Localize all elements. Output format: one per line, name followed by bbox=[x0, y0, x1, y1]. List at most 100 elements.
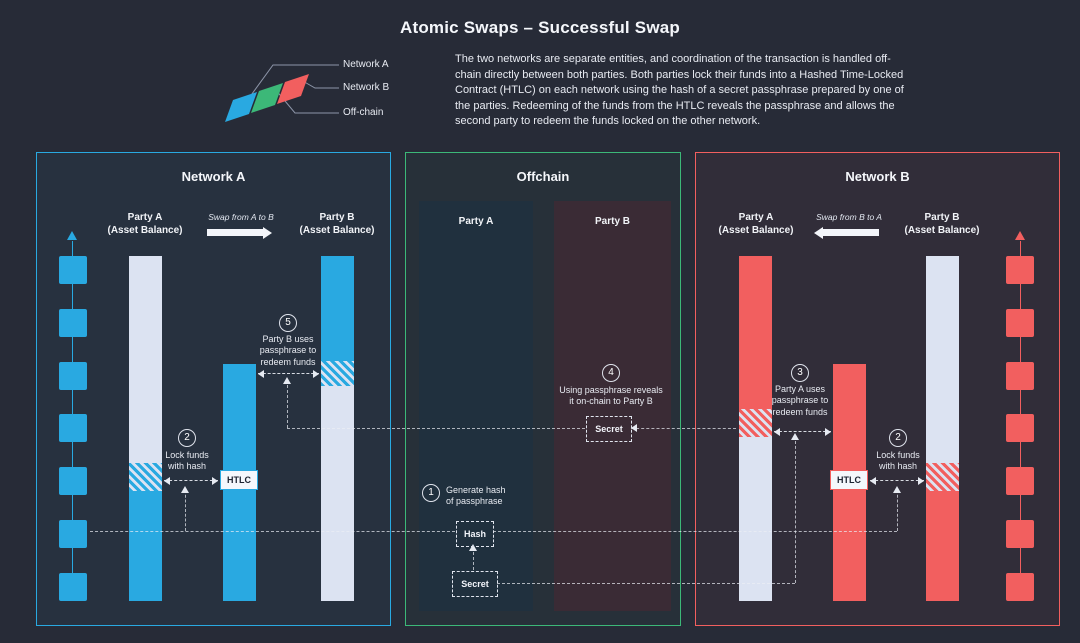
legend-label-network-b: Network B bbox=[343, 82, 390, 93]
legend-line-network-a bbox=[248, 64, 339, 99]
redeemed-amount-hatch-a bbox=[321, 361, 354, 386]
network-b-title: Network B bbox=[845, 169, 910, 184]
offchain-party-a-label: Party A bbox=[458, 216, 494, 227]
legend-line-network-b bbox=[300, 79, 339, 89]
step-4-marker: 4 bbox=[602, 364, 620, 382]
locked-amount-hatch-b bbox=[926, 463, 959, 491]
step-2a-marker: 2 bbox=[178, 429, 196, 447]
reveal-connector-right bbox=[631, 428, 736, 429]
legend: Network A Network B Off-chain bbox=[215, 50, 425, 132]
step-3-note: Party A uses passphrase to redeem funds bbox=[771, 384, 829, 417]
party-b-balance-top-a bbox=[321, 256, 354, 361]
blockchain-b bbox=[1006, 256, 1034, 601]
party-a-balance-bar-a bbox=[129, 256, 162, 601]
arrowhead bbox=[212, 477, 218, 485]
page-title: Atomic Swaps – Successful Swap bbox=[400, 18, 680, 37]
network-a-party-b-label: Party B (Asset Balance) bbox=[299, 212, 375, 236]
step-4-note: Using passphrase reveals it on-chain to … bbox=[559, 385, 663, 407]
arrowhead bbox=[631, 424, 637, 432]
secret-connector bbox=[497, 583, 795, 584]
network-b-swap-label: Swap from B to A bbox=[816, 212, 882, 222]
party-a-remaining-balance-a bbox=[129, 491, 162, 601]
secret-to-redeem-b-connector bbox=[795, 436, 796, 583]
chain-block bbox=[59, 308, 87, 337]
description-text: The two networks are separate entities, … bbox=[455, 53, 904, 128]
arrowhead bbox=[469, 544, 477, 551]
redeem-funds-arrow-a bbox=[258, 370, 319, 378]
chain-block bbox=[59, 361, 87, 390]
chain-block bbox=[1006, 256, 1034, 284]
legend-swatch-network-a bbox=[225, 92, 257, 122]
arrowhead bbox=[825, 428, 831, 436]
lock-funds-arrow-a bbox=[164, 477, 218, 485]
hash-to-lock-a-connector bbox=[185, 490, 186, 531]
network-b-party-a-label: Party A (Asset Balance) bbox=[718, 212, 794, 236]
offchain-party-b-column bbox=[554, 201, 671, 611]
redeemed-amount-hatch-b bbox=[739, 409, 772, 437]
offchain-title: Offchain bbox=[516, 169, 570, 184]
panel-network-b: Network B Party A (Asset Balance) Swap f… bbox=[695, 152, 1060, 626]
legend-label-network-a: Network A bbox=[343, 59, 389, 70]
network-a-swap-label: Swap from A to B bbox=[208, 212, 274, 222]
party-a-balance-top-b bbox=[739, 256, 772, 409]
arrowhead bbox=[283, 377, 291, 384]
htlc-box-a: HTLC bbox=[220, 470, 258, 490]
step-1-note: Generate hash of passphrase bbox=[446, 485, 506, 507]
chain-block bbox=[59, 467, 87, 496]
arrow-head-left-icon bbox=[814, 226, 823, 239]
chain-arrow-up-icon bbox=[67, 231, 77, 240]
revealed-secret-box: Secret bbox=[586, 416, 632, 442]
legend-graphic bbox=[225, 64, 339, 122]
arrow-head-right-icon bbox=[263, 226, 272, 239]
hash-to-lock-b-connector bbox=[897, 490, 898, 531]
arrowhead bbox=[893, 486, 901, 493]
chain-block bbox=[1006, 308, 1034, 337]
locked-amount-hatch-a bbox=[129, 463, 162, 491]
secret-to-hash-connector bbox=[473, 547, 474, 570]
chain-block bbox=[59, 256, 87, 284]
chain-block bbox=[1006, 414, 1034, 443]
chain-block bbox=[1006, 520, 1034, 549]
reveal-to-redeem-a-connector bbox=[287, 380, 288, 428]
party-b-remaining-balance-b bbox=[926, 491, 959, 601]
arrowhead bbox=[791, 433, 799, 440]
offchain-party-b-label: Party B bbox=[594, 216, 630, 227]
hash-connector-left bbox=[90, 531, 455, 532]
chain-block bbox=[59, 572, 87, 601]
party-a-balance-bar-b bbox=[739, 256, 772, 601]
chain-block bbox=[59, 414, 87, 443]
step-5-note: Party B uses passphrase to redeem funds bbox=[259, 334, 317, 367]
network-b-party-b-label: Party B (Asset Balance) bbox=[904, 212, 980, 236]
arrowhead bbox=[774, 428, 780, 436]
reveal-connector-left bbox=[287, 428, 585, 429]
htlc-box-b: HTLC bbox=[830, 470, 868, 490]
lock-funds-arrow-b bbox=[870, 477, 924, 485]
arrowhead bbox=[164, 477, 170, 485]
legend-swatch-network-b bbox=[277, 74, 309, 104]
step-1-marker: 1 bbox=[422, 484, 440, 502]
chain-block bbox=[1006, 467, 1034, 496]
arrowhead bbox=[181, 486, 189, 493]
chain-block bbox=[1006, 572, 1034, 601]
panel-offchain: Offchain Party A Party B 1 Generate hash… bbox=[405, 152, 681, 626]
step-5-marker: 5 bbox=[279, 314, 297, 332]
chain-arrow-up-icon-b bbox=[1015, 231, 1025, 240]
chain-block bbox=[1006, 361, 1034, 390]
redeem-funds-arrow-b bbox=[774, 428, 831, 436]
offchain-party-a-column bbox=[419, 201, 533, 611]
blockchain-a bbox=[59, 256, 87, 601]
arrowhead bbox=[870, 477, 876, 485]
network-a-party-a-label: Party A (Asset Balance) bbox=[107, 212, 183, 236]
step-3-marker: 3 bbox=[791, 364, 809, 382]
step-2b-note: Lock funds with hash bbox=[876, 450, 920, 472]
party-b-balance-bar-b bbox=[926, 256, 959, 601]
chain-block bbox=[59, 520, 87, 549]
step-2b-marker: 2 bbox=[889, 429, 907, 447]
hash-connector-right bbox=[493, 531, 897, 532]
swap-direction-arrow-left bbox=[814, 226, 879, 239]
arrowhead bbox=[918, 477, 924, 485]
arrowhead bbox=[313, 370, 319, 378]
arrow-shaft bbox=[207, 229, 263, 236]
arrowhead bbox=[258, 370, 264, 378]
secret-box: Secret bbox=[452, 571, 498, 597]
